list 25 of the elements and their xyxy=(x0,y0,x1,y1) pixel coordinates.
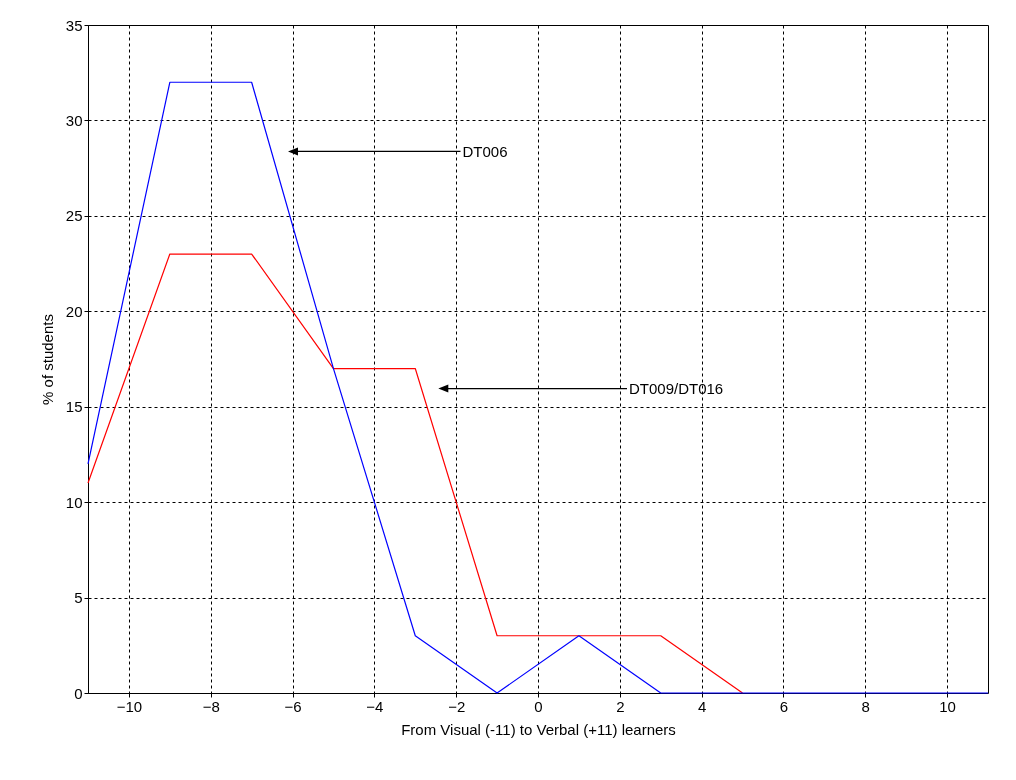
y-tick-label: 30 xyxy=(65,111,83,129)
x-tick-label: 4 xyxy=(697,697,707,715)
x-tick-label: 6 xyxy=(779,697,789,715)
y-tick-label: 5 xyxy=(74,589,83,607)
y-tick-label: 15 xyxy=(65,398,83,416)
annotation: DT006 xyxy=(462,142,508,160)
x-tick-label: −10 xyxy=(116,697,143,715)
line-series xyxy=(87,81,989,694)
annotation: DT009/DT016 xyxy=(629,380,724,398)
y-tick-label: 0 xyxy=(74,684,83,702)
x-tick-label: 0 xyxy=(534,697,543,715)
x-tick-label: −6 xyxy=(284,697,302,715)
y-tick-label: 25 xyxy=(65,207,83,225)
x-tick-label: 8 xyxy=(861,697,870,715)
x-tick-label: 10 xyxy=(939,697,956,715)
x-tick-label: −8 xyxy=(202,697,220,715)
y-tick-label: 20 xyxy=(65,302,83,320)
y-axis-title: % of students xyxy=(38,314,56,405)
x-tick-label: −2 xyxy=(448,697,466,715)
x-tick-label: −4 xyxy=(366,697,384,715)
y-tick-label: 35 xyxy=(65,16,83,34)
x-tick-label: 2 xyxy=(616,697,625,715)
y-tick-label: 10 xyxy=(65,493,83,511)
x-axis-title: From Visual (-11) to Verbal (+11) learners xyxy=(401,720,676,738)
line-series xyxy=(87,253,744,694)
